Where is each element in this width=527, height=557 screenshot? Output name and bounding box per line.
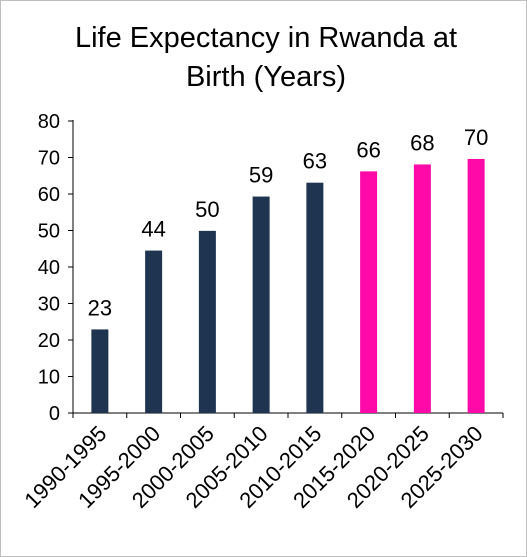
y-tick-label: 70 [38, 148, 60, 170]
chart-title-line-2: Birth (Years) [185, 61, 347, 93]
bar [198, 230, 216, 413]
y-tick-label: 20 [38, 330, 60, 352]
y-tick-label: 40 [38, 257, 60, 279]
chart-title-line-1: Life Expectancy in Rwanda at [74, 22, 458, 54]
y-tick-label: 50 [38, 221, 60, 243]
data-label: 23 [88, 295, 112, 320]
data-label: 63 [303, 149, 327, 174]
data-label: 68 [410, 130, 434, 155]
data-label: 70 [464, 125, 488, 150]
y-tick-label: 60 [38, 184, 60, 206]
data-label: 66 [356, 137, 380, 162]
bar [145, 250, 163, 413]
bar [413, 164, 431, 413]
bar [252, 196, 270, 413]
chart-title: Life Expectancy in Rwanda at Birth (Year… [21, 19, 511, 97]
bar [360, 171, 378, 413]
y-tick-label: 30 [38, 294, 60, 316]
bar [467, 158, 485, 413]
y-tick-label: 10 [38, 367, 60, 389]
bar [306, 182, 324, 413]
y-tick-label: 0 [49, 403, 60, 425]
y-tick-label: 80 [38, 111, 60, 133]
data-label: 50 [195, 197, 219, 222]
bar [91, 329, 109, 413]
data-label: 44 [141, 217, 165, 242]
data-label: 59 [249, 163, 273, 188]
